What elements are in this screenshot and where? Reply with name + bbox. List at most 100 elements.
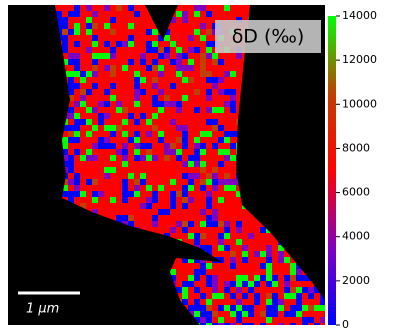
pixel xyxy=(236,299,242,305)
pixel xyxy=(122,173,128,179)
pixel xyxy=(206,239,212,245)
pixel xyxy=(98,83,104,89)
pixel xyxy=(176,41,182,47)
pixel xyxy=(230,119,236,125)
pixel xyxy=(206,29,212,35)
pixel xyxy=(230,209,236,215)
pixel xyxy=(248,317,254,323)
pixel xyxy=(236,293,242,299)
pixel xyxy=(182,95,188,101)
pixel xyxy=(296,323,302,325)
pixel xyxy=(320,323,325,325)
pixel xyxy=(74,149,80,155)
pixel xyxy=(92,5,98,11)
pixel xyxy=(146,191,152,197)
pixel xyxy=(230,11,236,17)
pixel xyxy=(140,125,146,131)
pixel xyxy=(146,149,152,155)
pixel xyxy=(218,71,224,77)
pixel xyxy=(140,185,146,191)
pixel xyxy=(110,41,116,47)
pixel xyxy=(206,23,212,29)
pixel xyxy=(116,5,122,11)
pixel xyxy=(278,311,284,317)
pixel xyxy=(164,83,170,89)
pixel xyxy=(116,149,122,155)
pixel xyxy=(134,125,140,131)
pixel xyxy=(110,35,116,41)
pixel xyxy=(170,173,176,179)
pixel xyxy=(104,185,110,191)
pixel xyxy=(200,143,206,149)
pixel xyxy=(266,257,272,263)
pixel xyxy=(224,275,230,281)
pixel xyxy=(80,29,86,35)
pixel xyxy=(242,281,248,287)
pixel xyxy=(110,179,116,185)
pixel xyxy=(68,107,74,113)
pixel xyxy=(224,131,230,137)
pixel xyxy=(266,317,272,323)
pixel xyxy=(176,23,182,29)
pixel xyxy=(272,239,278,245)
pixel xyxy=(200,269,206,275)
pixel xyxy=(104,41,110,47)
pixel xyxy=(128,203,134,209)
pixel xyxy=(116,17,122,23)
pixel xyxy=(290,281,296,287)
pixel xyxy=(278,251,284,257)
pixel xyxy=(74,59,80,65)
pixel xyxy=(188,155,194,161)
pixel xyxy=(236,287,242,293)
pixel xyxy=(122,191,128,197)
pixel xyxy=(98,53,104,59)
pixel xyxy=(128,23,134,29)
pixel xyxy=(116,29,122,35)
pixel xyxy=(110,143,116,149)
pixel xyxy=(188,239,194,245)
pixel xyxy=(128,119,134,125)
pixel xyxy=(164,47,170,53)
pixel xyxy=(110,173,116,179)
pixel xyxy=(314,299,320,305)
pixel xyxy=(182,155,188,161)
pixel xyxy=(176,167,182,173)
pixel xyxy=(140,35,146,41)
pixel xyxy=(128,89,134,95)
pixel xyxy=(230,293,236,299)
pixel xyxy=(182,77,188,83)
pixel xyxy=(98,29,104,35)
pixel xyxy=(68,191,74,197)
pixel xyxy=(230,173,236,179)
pixel xyxy=(134,5,140,11)
pixel xyxy=(140,179,146,185)
pixel xyxy=(224,287,230,293)
pixel xyxy=(314,311,320,317)
pixel xyxy=(272,293,278,299)
pixel xyxy=(194,215,200,221)
pixel xyxy=(176,191,182,197)
pixel xyxy=(236,107,242,113)
pixel xyxy=(188,59,194,65)
pixel xyxy=(92,125,98,131)
pixel xyxy=(188,275,194,281)
pixel xyxy=(206,209,212,215)
pixel xyxy=(116,131,122,137)
pixel xyxy=(254,239,260,245)
pixel xyxy=(230,227,236,233)
pixel xyxy=(224,143,230,149)
pixel xyxy=(134,77,140,83)
pixel xyxy=(86,143,92,149)
pixel xyxy=(92,113,98,119)
pixel xyxy=(74,125,80,131)
pixel xyxy=(110,209,116,215)
pixel xyxy=(206,275,212,281)
pixel xyxy=(194,221,200,227)
pixel xyxy=(188,23,194,29)
pixel xyxy=(116,95,122,101)
pixel xyxy=(200,149,206,155)
pixel xyxy=(146,83,152,89)
pixel xyxy=(230,95,236,101)
pixel xyxy=(224,239,230,245)
pixel xyxy=(206,71,212,77)
